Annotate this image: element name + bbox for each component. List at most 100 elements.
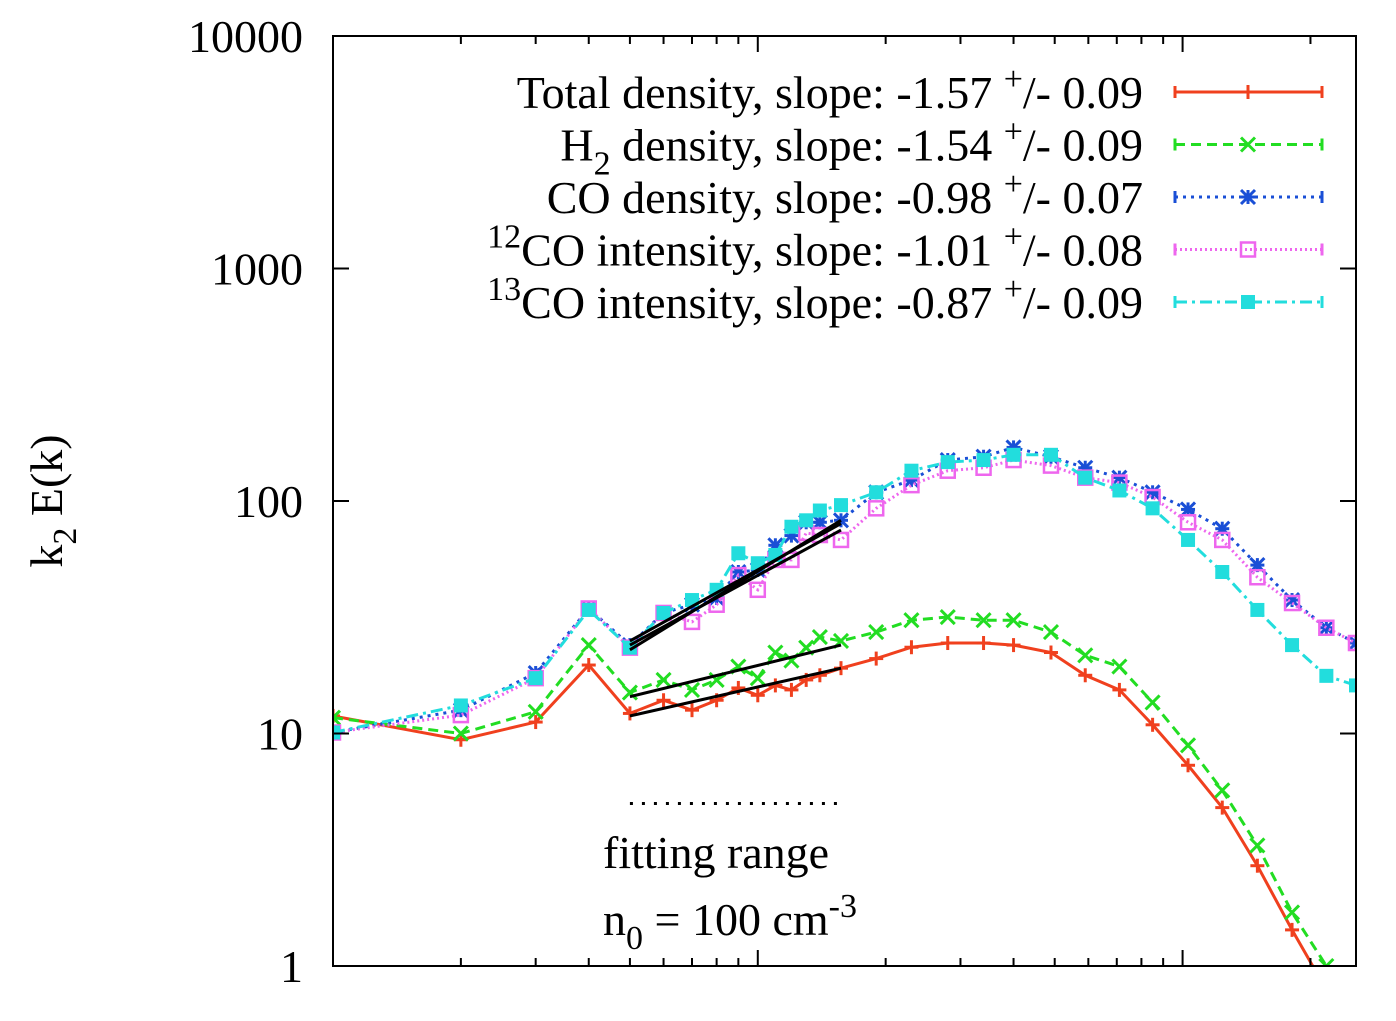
point-stroke bbox=[452, 725, 469, 742]
point-stroke bbox=[1249, 837, 1266, 854]
legend-marker bbox=[1241, 85, 1255, 99]
point-box bbox=[867, 500, 885, 517]
point bbox=[1111, 469, 1128, 486]
point-stroke bbox=[1214, 782, 1231, 799]
fit-line bbox=[629, 528, 842, 647]
point-box bbox=[731, 546, 746, 561]
point bbox=[1319, 983, 1333, 997]
point-box bbox=[904, 463, 919, 478]
point bbox=[749, 670, 766, 687]
point bbox=[903, 476, 920, 494]
point bbox=[939, 608, 956, 626]
point-box bbox=[799, 513, 814, 528]
point bbox=[580, 637, 597, 654]
y-tick-label: 100 bbox=[234, 476, 303, 527]
point-stroke bbox=[333, 709, 342, 720]
point-box bbox=[1215, 565, 1230, 580]
point bbox=[1283, 904, 1301, 921]
point bbox=[1250, 858, 1265, 873]
legend-label: CO density, slope: -0.98 +/- 0.07 bbox=[547, 166, 1143, 223]
point-stroke bbox=[1318, 957, 1329, 966]
annotation: n0 = 100 cm-3 bbox=[603, 888, 857, 957]
point bbox=[528, 671, 543, 686]
point bbox=[1077, 647, 1094, 664]
point-box bbox=[1006, 447, 1021, 462]
point-box bbox=[834, 498, 849, 513]
point bbox=[1214, 520, 1231, 537]
point bbox=[1283, 594, 1301, 612]
point-box bbox=[1181, 532, 1196, 547]
point-box bbox=[812, 503, 827, 518]
point-stroke bbox=[1111, 658, 1128, 675]
point bbox=[655, 671, 672, 688]
point bbox=[1214, 782, 1231, 799]
point-box bbox=[1145, 501, 1160, 516]
series-line bbox=[333, 615, 1328, 966]
point bbox=[1043, 447, 1058, 462]
point bbox=[731, 546, 746, 561]
point bbox=[1285, 922, 1300, 937]
point-stroke bbox=[1077, 647, 1094, 664]
point-box bbox=[1319, 668, 1334, 683]
point bbox=[940, 636, 955, 651]
point bbox=[581, 602, 596, 617]
point-stroke bbox=[939, 608, 956, 626]
point bbox=[1043, 645, 1058, 660]
point-box bbox=[1043, 447, 1058, 462]
point bbox=[1006, 447, 1021, 462]
point-stroke bbox=[767, 644, 784, 661]
point bbox=[683, 681, 701, 698]
point-stroke bbox=[333, 715, 342, 726]
point bbox=[1347, 634, 1356, 652]
point bbox=[1285, 638, 1300, 653]
point-box bbox=[869, 485, 884, 500]
point-box bbox=[1078, 470, 1093, 485]
point bbox=[1318, 957, 1335, 966]
point bbox=[1144, 484, 1161, 501]
point bbox=[1215, 565, 1230, 580]
point-stroke bbox=[683, 681, 701, 698]
point bbox=[1112, 483, 1127, 498]
point-box bbox=[1239, 241, 1257, 258]
point bbox=[904, 640, 919, 655]
legend-label: H2 density, slope: -1.54 +/- 0.09 bbox=[560, 114, 1143, 183]
point bbox=[975, 612, 992, 629]
point bbox=[784, 682, 799, 697]
point-box bbox=[1349, 678, 1356, 693]
point-box bbox=[1250, 602, 1265, 617]
legend-marker bbox=[1239, 241, 1257, 258]
point-stroke bbox=[1144, 694, 1161, 711]
point bbox=[834, 498, 849, 513]
point-stroke bbox=[1239, 136, 1257, 153]
point-box bbox=[940, 455, 955, 470]
point bbox=[1181, 758, 1196, 773]
point bbox=[621, 684, 638, 701]
point bbox=[1179, 514, 1197, 531]
point bbox=[767, 644, 784, 661]
point-stroke bbox=[811, 628, 828, 646]
point bbox=[1318, 619, 1335, 636]
point bbox=[1144, 694, 1161, 711]
point-stroke bbox=[1324, 957, 1335, 966]
y-tick-label: 10 bbox=[257, 709, 303, 760]
point bbox=[1112, 682, 1127, 697]
y-tick-label: 10000 bbox=[188, 11, 303, 62]
point bbox=[1145, 501, 1160, 516]
legend-label: Total density, slope: -1.57 +/- 0.09 bbox=[517, 61, 1143, 118]
point-stroke bbox=[1144, 484, 1161, 501]
point bbox=[656, 693, 671, 708]
fit-line bbox=[629, 666, 842, 718]
point-stroke bbox=[868, 624, 885, 641]
point bbox=[1347, 634, 1356, 652]
point-box bbox=[832, 531, 850, 549]
point-stroke bbox=[1179, 737, 1197, 754]
point-box bbox=[1112, 483, 1127, 498]
point bbox=[869, 651, 884, 666]
point-box bbox=[1347, 634, 1356, 652]
point-box bbox=[1214, 531, 1231, 549]
point-stroke bbox=[1042, 624, 1060, 641]
point bbox=[527, 703, 544, 720]
point-stroke bbox=[580, 637, 597, 654]
legend-marker bbox=[1239, 188, 1257, 206]
point bbox=[1249, 568, 1266, 586]
